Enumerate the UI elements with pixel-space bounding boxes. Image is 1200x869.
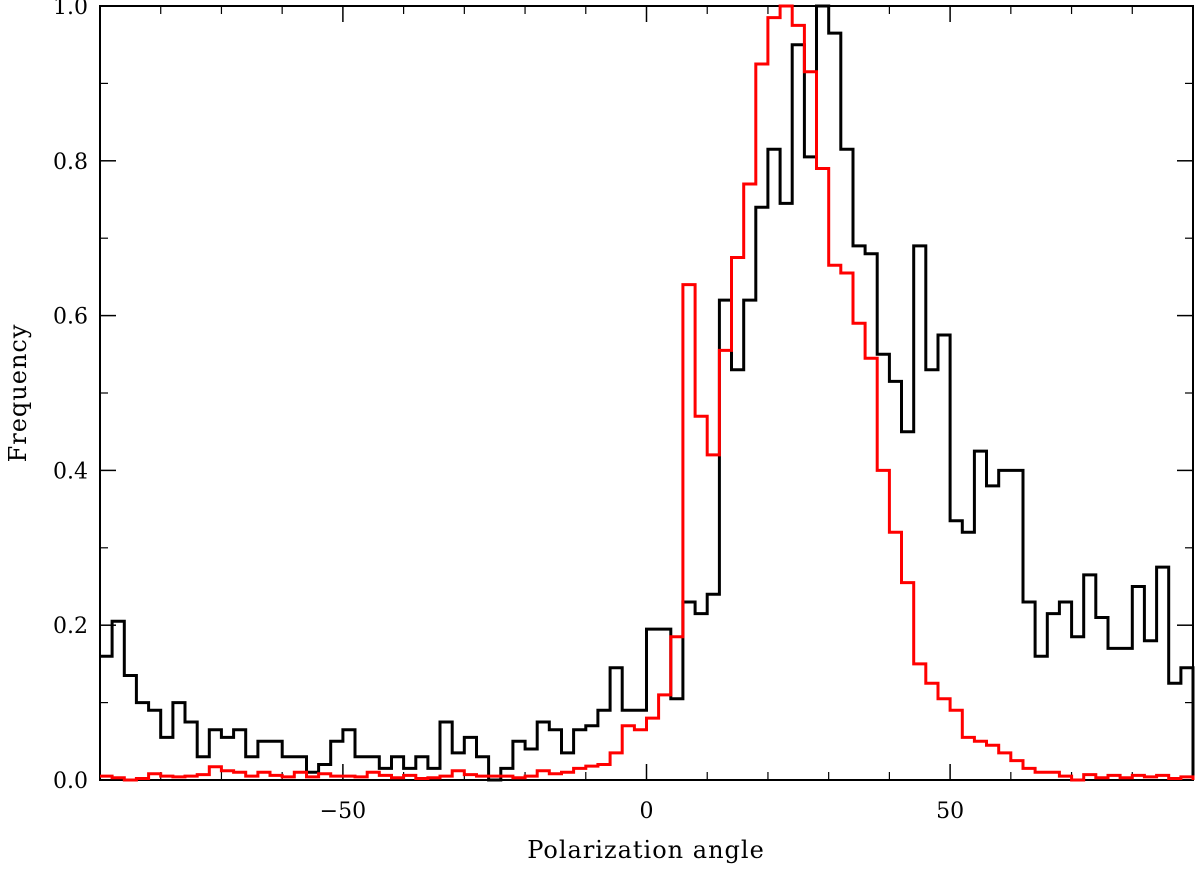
series-red-histogram bbox=[100, 4, 1195, 782]
x-tick-label: 50 bbox=[936, 799, 964, 824]
y-axis-title: Frequency bbox=[4, 324, 32, 463]
series-group bbox=[100, 4, 1195, 782]
y-tick-label: 0.6 bbox=[53, 305, 88, 330]
y-tick-label: 0.4 bbox=[53, 459, 88, 484]
axis-tick-labels: −50 0 50 0.0 0.2 0.4 0.6 0.8 1.0 bbox=[53, 0, 964, 824]
y-tick-label: 0.8 bbox=[53, 150, 88, 175]
series-black-histogram bbox=[100, 4, 1195, 782]
x-tick-label: −50 bbox=[320, 799, 366, 824]
x-tick-label: 0 bbox=[640, 799, 654, 824]
y-tick-label: 0.2 bbox=[53, 614, 88, 639]
y-tick-label: 1.0 bbox=[53, 0, 88, 20]
x-axis-title: Polarization angle bbox=[527, 836, 765, 864]
y-tick-label: 0.0 bbox=[53, 769, 88, 794]
